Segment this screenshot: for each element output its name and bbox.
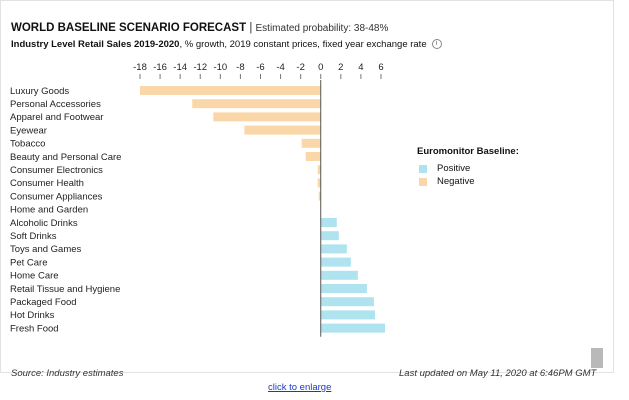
x-tick-label: -18 — [133, 62, 147, 73]
scenario-probability: Estimated probability: 38-48% — [255, 23, 389, 34]
category-label: Personal Accessories — [10, 99, 101, 110]
legend-swatch-negative — [419, 177, 427, 186]
bar — [320, 218, 337, 227]
x-tick-label: -16 — [153, 62, 167, 73]
title-separator: | — [246, 22, 256, 34]
last-updated: Last updated on May 11, 2020 at 6:46PM G… — [399, 368, 597, 379]
bar — [317, 178, 321, 188]
category-label: Alcoholic Drinks — [10, 218, 78, 229]
category-label: Beauty and Personal Care — [10, 152, 121, 163]
info-icon[interactable]: i — [431, 39, 442, 50]
legend-item-negative: Negative — [417, 175, 519, 188]
bar — [320, 284, 367, 293]
category-label: Luxury Goods — [10, 86, 69, 97]
category-label: Consumer Electronics — [10, 165, 103, 176]
category-label: Eyewear — [10, 125, 47, 136]
category-label: Toys and Games — [10, 244, 82, 255]
legend-swatch-positive — [419, 164, 427, 173]
bar — [320, 323, 385, 333]
x-tick-label: -6 — [256, 62, 264, 73]
chart-subtitle: Industry Level Retail Sales 2019-2020, %… — [11, 39, 442, 50]
x-tick-label: 4 — [358, 62, 363, 73]
category-label: Consumer Appliances — [10, 191, 103, 202]
bar — [318, 191, 321, 201]
legend-item-positive: Positive — [417, 162, 519, 175]
x-tick-label: 0 — [318, 62, 323, 73]
bar — [320, 297, 374, 307]
category-label: Hot Drinks — [10, 310, 55, 321]
bar — [320, 310, 375, 320]
chart-header: WORLD BASELINE SCENARIO FORECAST | Estim… — [11, 22, 388, 34]
expand-icon[interactable] — [591, 348, 603, 368]
bar — [192, 99, 321, 109]
category-label: Soft Drinks — [10, 231, 57, 242]
bar — [305, 152, 321, 161]
subtitle-main: Industry Level Retail Sales 2019-2020 — [11, 39, 180, 50]
chart-legend: Euromonitor Baseline: Positive Negative — [417, 146, 519, 188]
category-label: Home Care — [10, 271, 59, 282]
bar — [213, 112, 321, 122]
legend-title: Euromonitor Baseline: — [417, 146, 519, 157]
subtitle-detail: , % growth, 2019 constant prices, fixed … — [179, 39, 427, 50]
x-tick-label: -4 — [276, 62, 284, 73]
category-label: Retail Tissue and Hygiene — [10, 284, 120, 295]
bar — [317, 165, 321, 175]
x-tick-label: -10 — [213, 62, 227, 73]
bar — [244, 125, 321, 135]
x-tick-label: 6 — [378, 62, 383, 73]
bar — [140, 86, 321, 95]
legend-label-negative: Negative — [437, 176, 475, 187]
bar — [320, 270, 358, 280]
category-label: Tobacco — [10, 139, 45, 150]
x-tick-label: -12 — [193, 62, 207, 73]
category-label: Apparel and Footwear — [10, 112, 103, 123]
x-tick-label: -14 — [173, 62, 187, 73]
bar — [301, 138, 321, 148]
bar — [320, 257, 351, 267]
bar — [320, 231, 339, 241]
x-tick-label: 2 — [338, 62, 343, 73]
x-tick-label: -8 — [236, 62, 244, 73]
click-to-enlarge-link[interactable]: click to enlarge — [268, 382, 332, 393]
category-label: Consumer Health — [10, 178, 84, 189]
category-label: Fresh Food — [10, 323, 59, 334]
category-label: Pet Care — [10, 257, 48, 268]
chart-title: WORLD BASELINE SCENARIO FORECAST — [11, 22, 247, 34]
x-tick-label: -2 — [296, 62, 304, 73]
category-label: Packaged Food — [10, 297, 77, 308]
bar — [320, 244, 347, 254]
chart-source: Source: Industry estimates — [11, 368, 124, 379]
legend-label-positive: Positive — [437, 163, 471, 174]
chart-card: WORLD BASELINE SCENARIO FORECAST | Estim… — [0, 0, 614, 379]
category-label: Home and Garden — [10, 205, 88, 216]
